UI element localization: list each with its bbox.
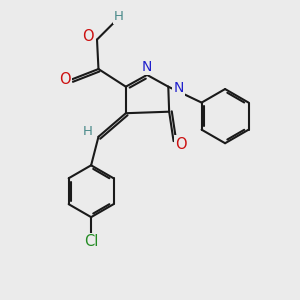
- Text: H: H: [82, 125, 92, 138]
- Text: N: N: [173, 81, 184, 95]
- Text: O: O: [175, 136, 187, 152]
- Text: N: N: [142, 60, 152, 74]
- Text: Cl: Cl: [84, 234, 98, 249]
- Text: O: O: [82, 29, 94, 44]
- Text: O: O: [59, 72, 70, 87]
- Text: H: H: [114, 10, 124, 22]
